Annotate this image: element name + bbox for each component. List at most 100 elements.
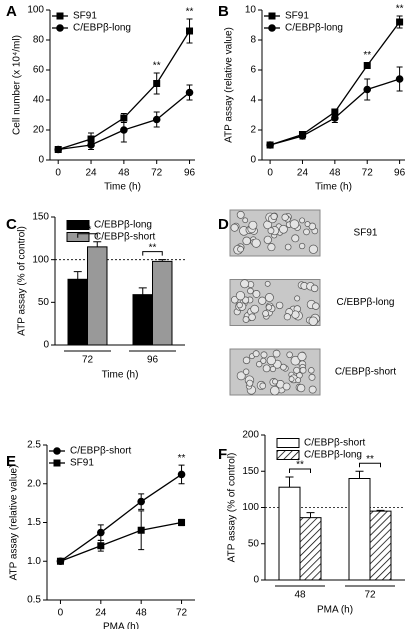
cell <box>275 301 284 310</box>
y-tick-label: 150 <box>32 212 49 223</box>
cell <box>298 242 306 250</box>
bar <box>67 278 88 346</box>
cell <box>303 228 310 236</box>
x-tick-label: 72 <box>362 168 374 179</box>
marker <box>120 126 128 134</box>
cell <box>294 295 301 302</box>
marker <box>152 115 161 124</box>
y-axis-label: ATP assay (% of control) <box>227 453 238 563</box>
cell <box>308 373 316 381</box>
panel-letter: D <box>218 216 229 233</box>
legend-label: C/EBPβ-long <box>304 450 362 461</box>
legend-label: C/EBPβ-long <box>285 23 343 34</box>
marker <box>97 528 105 537</box>
marker <box>87 141 95 149</box>
y-tick-label: 1.0 <box>27 556 41 567</box>
cell <box>236 371 246 381</box>
x-axis-label: Time (h) <box>102 370 139 381</box>
cell <box>252 350 260 358</box>
bracket <box>289 468 311 474</box>
y-tick-label: 100 <box>32 254 49 265</box>
y-axis-label: ATP assay (relative value) <box>9 465 20 581</box>
y-tick-label: 60 <box>33 65 45 76</box>
marker <box>395 75 404 83</box>
cell <box>240 279 250 289</box>
cell <box>304 221 311 227</box>
y-tick-label: 80 <box>33 35 45 46</box>
bracket <box>142 251 163 256</box>
cell <box>250 304 260 314</box>
cell <box>248 313 256 321</box>
marker <box>56 557 64 565</box>
cell <box>290 355 301 366</box>
error-bar <box>355 470 364 479</box>
cell <box>279 224 288 234</box>
y-tick-label: 0 <box>250 155 256 166</box>
legend-swatch <box>276 450 300 460</box>
marker <box>153 80 161 87</box>
annotation: ** <box>149 242 157 253</box>
marker <box>186 27 194 35</box>
y-axis-label: Cell number (x 10⁴/ml) <box>12 35 23 135</box>
cell <box>248 220 258 230</box>
y-tick-label: 0 <box>253 575 259 586</box>
bar <box>132 294 153 346</box>
image-label: SF91 <box>354 228 378 239</box>
x-axis-label: Time (h) <box>315 182 352 193</box>
series-line <box>269 21 401 146</box>
y-tick-label: 100 <box>27 5 44 16</box>
x-axis-label: PMA (h) <box>317 605 353 616</box>
cell <box>260 351 268 359</box>
y-tick-label: 8 <box>250 35 256 46</box>
cell <box>270 385 280 396</box>
x-tick-label: 24 <box>297 168 309 179</box>
marker <box>178 519 186 526</box>
marker <box>266 141 274 149</box>
error-bar <box>73 271 82 280</box>
x-tick-label: 96 <box>394 168 406 179</box>
cell <box>262 364 271 373</box>
cell <box>280 363 287 371</box>
marker <box>53 447 61 455</box>
x-tick-label: 0 <box>58 608 64 619</box>
annotation: ** <box>296 460 304 471</box>
cell <box>297 383 306 393</box>
legend-label: C/EBPβ-short <box>304 438 366 449</box>
panel-letter: B <box>218 3 229 20</box>
marker <box>185 88 194 97</box>
cell <box>264 293 274 302</box>
cell <box>291 234 300 243</box>
cell <box>267 243 276 252</box>
cell <box>284 243 292 251</box>
legend-label: SF91 <box>70 458 94 469</box>
y-tick-label: 50 <box>248 538 260 549</box>
legend-label: SF91 <box>285 11 309 22</box>
cell <box>272 349 281 358</box>
cell <box>308 244 318 254</box>
x-tick-label: 48 <box>118 168 130 179</box>
bar <box>299 517 322 581</box>
y-tick-label: 4 <box>250 95 256 106</box>
cell <box>235 291 246 301</box>
legend-label: C/EBPβ-long <box>94 220 152 231</box>
annotation: ** <box>178 453 186 464</box>
y-tick-label: 50 <box>38 297 50 308</box>
cell <box>259 382 267 390</box>
x-tick-label: 48 <box>329 168 341 179</box>
marker <box>331 114 339 122</box>
series-line <box>60 473 182 562</box>
marker <box>54 145 63 154</box>
annotation: ** <box>186 7 194 18</box>
bracket <box>77 233 98 238</box>
y-tick-label: 0 <box>38 155 44 166</box>
cell <box>270 212 278 220</box>
x-tick-label: 0 <box>55 168 61 179</box>
marker <box>56 24 64 32</box>
bar <box>152 260 173 346</box>
cell <box>242 217 249 224</box>
cell <box>283 313 291 321</box>
bar <box>348 478 371 581</box>
y-tick-label: 40 <box>33 95 45 106</box>
marker <box>137 497 145 506</box>
cell <box>266 355 276 366</box>
